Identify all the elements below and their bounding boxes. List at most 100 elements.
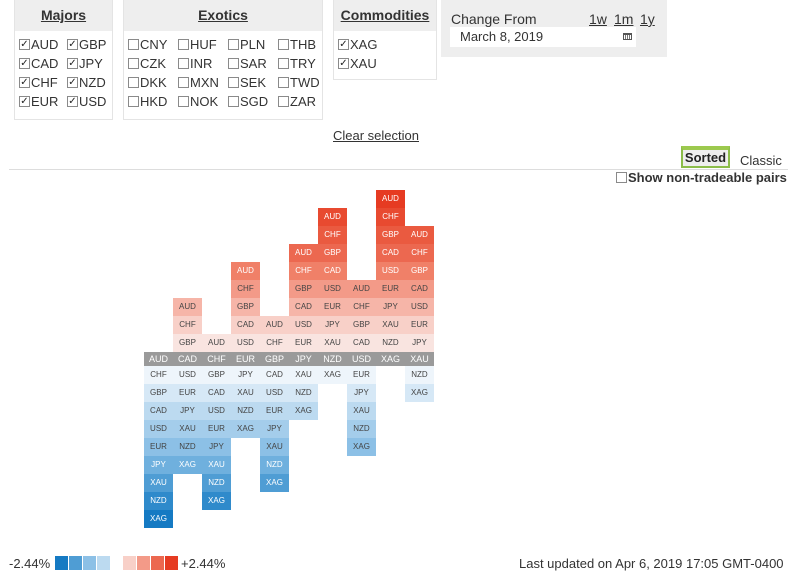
- currency-checkbox-cny[interactable]: CNY: [128, 37, 167, 52]
- currency-checkbox-hkd[interactable]: HKD: [128, 94, 167, 109]
- exotics-title[interactable]: Exotics: [198, 7, 248, 23]
- heatmap-tile[interactable]: XAG: [405, 384, 434, 402]
- heatmap-tile[interactable]: GBP: [144, 384, 173, 402]
- checkbox-box[interactable]: ✓: [67, 39, 78, 50]
- heatmap-tile[interactable]: AUD: [173, 298, 202, 316]
- currency-checkbox-sek[interactable]: SEK: [228, 75, 266, 90]
- heatmap-tile[interactable]: XAU: [173, 420, 202, 438]
- currency-checkbox-czk[interactable]: CZK: [128, 56, 166, 71]
- heatmap-tile[interactable]: AUD: [376, 190, 405, 208]
- heatmap-tile[interactable]: USD: [202, 402, 231, 420]
- currency-checkbox-mxn[interactable]: MXN: [178, 75, 219, 90]
- heatmap-tile[interactable]: USD: [318, 280, 347, 298]
- heatmap-tile[interactable]: AUD: [289, 244, 318, 262]
- heatmap-tile[interactable]: AUD: [202, 334, 231, 352]
- heatmap-tile[interactable]: GBP: [347, 316, 376, 334]
- currency-checkbox-usd[interactable]: ✓ USD: [67, 94, 106, 109]
- heatmap-tile[interactable]: CAD: [231, 316, 260, 334]
- show-nontradeable-checkbox[interactable]: [616, 172, 627, 183]
- checkbox-box[interactable]: [278, 58, 289, 69]
- heatmap-tile[interactable]: CAD: [318, 262, 347, 280]
- currency-checkbox-thb[interactable]: THB: [278, 37, 316, 52]
- heatmap-tile[interactable]: AUD: [347, 280, 376, 298]
- heatmap-tile[interactable]: AUD: [260, 316, 289, 334]
- heatmap-tile[interactable]: AUD: [318, 208, 347, 226]
- heatmap-tile[interactable]: CHF: [376, 208, 405, 226]
- heatmap-axis-eur[interactable]: EUR: [231, 352, 260, 366]
- range-1y-link[interactable]: 1y: [640, 11, 655, 27]
- heatmap-tile[interactable]: GBP: [289, 280, 318, 298]
- heatmap-tile[interactable]: CAD: [405, 280, 434, 298]
- heatmap-tile[interactable]: EUR: [144, 438, 173, 456]
- currency-checkbox-twd[interactable]: TWD: [278, 75, 320, 90]
- checkbox-box[interactable]: [228, 39, 239, 50]
- heatmap-tile[interactable]: CAD: [144, 402, 173, 420]
- heatmap-tile[interactable]: XAU: [318, 334, 347, 352]
- checkbox-box[interactable]: ✓: [338, 58, 349, 69]
- heatmap-tile[interactable]: CHF: [173, 316, 202, 334]
- heatmap-tile[interactable]: CHF: [318, 226, 347, 244]
- heatmap-tile[interactable]: XAU: [260, 438, 289, 456]
- sorted-view-button[interactable]: Sorted: [681, 146, 730, 168]
- range-1m-link[interactable]: 1m: [614, 11, 634, 27]
- heatmap-tile[interactable]: XAU: [289, 366, 318, 384]
- heatmap-tile[interactable]: EUR: [318, 298, 347, 316]
- heatmap-tile[interactable]: XAU: [376, 316, 405, 334]
- majors-title[interactable]: Majors: [40, 7, 87, 23]
- heatmap-tile[interactable]: AUD: [231, 262, 260, 280]
- heatmap-tile[interactable]: NZD: [202, 474, 231, 492]
- currency-checkbox-try[interactable]: TRY: [278, 56, 316, 71]
- heatmap-tile[interactable]: XAG: [289, 402, 318, 420]
- heatmap-tile[interactable]: XAU: [144, 474, 173, 492]
- heatmap-tile[interactable]: EUR: [405, 316, 434, 334]
- heatmap-tile[interactable]: CHF: [144, 366, 173, 384]
- heatmap-tile[interactable]: XAG: [144, 510, 173, 528]
- heatmap-tile[interactable]: JPY: [144, 456, 173, 474]
- checkbox-box[interactable]: [178, 96, 189, 107]
- heatmap-tile[interactable]: NZD: [405, 366, 434, 384]
- checkbox-box[interactable]: ✓: [19, 77, 30, 88]
- heatmap-tile[interactable]: EUR: [347, 366, 376, 384]
- show-nontradeable-toggle[interactable]: Show non-tradeable pairs: [616, 170, 787, 185]
- checkbox-box[interactable]: [278, 39, 289, 50]
- currency-checkbox-nok[interactable]: NOK: [178, 94, 218, 109]
- heatmap-tile[interactable]: CAD: [289, 298, 318, 316]
- heatmap-tile[interactable]: GBP: [231, 298, 260, 316]
- heatmap-tile[interactable]: CHF: [347, 298, 376, 316]
- heatmap-tile[interactable]: XAG: [260, 474, 289, 492]
- heatmap-tile[interactable]: CHF: [289, 262, 318, 280]
- commodities-title[interactable]: Commodities: [340, 7, 430, 23]
- currency-checkbox-xag[interactable]: ✓ XAG: [338, 37, 377, 52]
- heatmap-tile[interactable]: USD: [405, 298, 434, 316]
- heatmap-tile[interactable]: USD: [144, 420, 173, 438]
- range-1w-link[interactable]: 1w: [589, 11, 607, 27]
- checkbox-box[interactable]: [178, 77, 189, 88]
- heatmap-axis-xau[interactable]: XAU: [405, 352, 434, 366]
- heatmap-tile[interactable]: GBP: [173, 334, 202, 352]
- heatmap-tile[interactable]: EUR: [173, 384, 202, 402]
- currency-checkbox-pln[interactable]: PLN: [228, 37, 265, 52]
- currency-checkbox-xau[interactable]: ✓ XAU: [338, 56, 377, 71]
- checkbox-box[interactable]: ✓: [67, 58, 78, 69]
- heatmap-tile[interactable]: JPY: [376, 298, 405, 316]
- heatmap-tile[interactable]: XAG: [347, 438, 376, 456]
- heatmap-tile[interactable]: JPY: [231, 366, 260, 384]
- heatmap-tile[interactable]: NZD: [144, 492, 173, 510]
- heatmap-tile[interactable]: XAG: [173, 456, 202, 474]
- currency-checkbox-sar[interactable]: SAR: [228, 56, 267, 71]
- heatmap-tile[interactable]: EUR: [202, 420, 231, 438]
- heatmap-axis-cad[interactable]: CAD: [173, 352, 202, 366]
- checkbox-box[interactable]: [178, 58, 189, 69]
- heatmap-tile[interactable]: XAU: [231, 384, 260, 402]
- currency-checkbox-nzd[interactable]: ✓ NZD: [67, 75, 106, 90]
- checkbox-box[interactable]: [228, 77, 239, 88]
- checkbox-box[interactable]: [128, 96, 139, 107]
- heatmap-axis-aud[interactable]: AUD: [144, 352, 173, 366]
- heatmap-tile[interactable]: CAD: [202, 384, 231, 402]
- checkbox-box[interactable]: [178, 39, 189, 50]
- heatmap-tile[interactable]: CAD: [260, 366, 289, 384]
- heatmap-tile[interactable]: GBP: [202, 366, 231, 384]
- heatmap-tile[interactable]: XAU: [347, 402, 376, 420]
- currency-checkbox-chf[interactable]: ✓ CHF: [19, 75, 58, 90]
- heatmap-tile[interactable]: JPY: [347, 384, 376, 402]
